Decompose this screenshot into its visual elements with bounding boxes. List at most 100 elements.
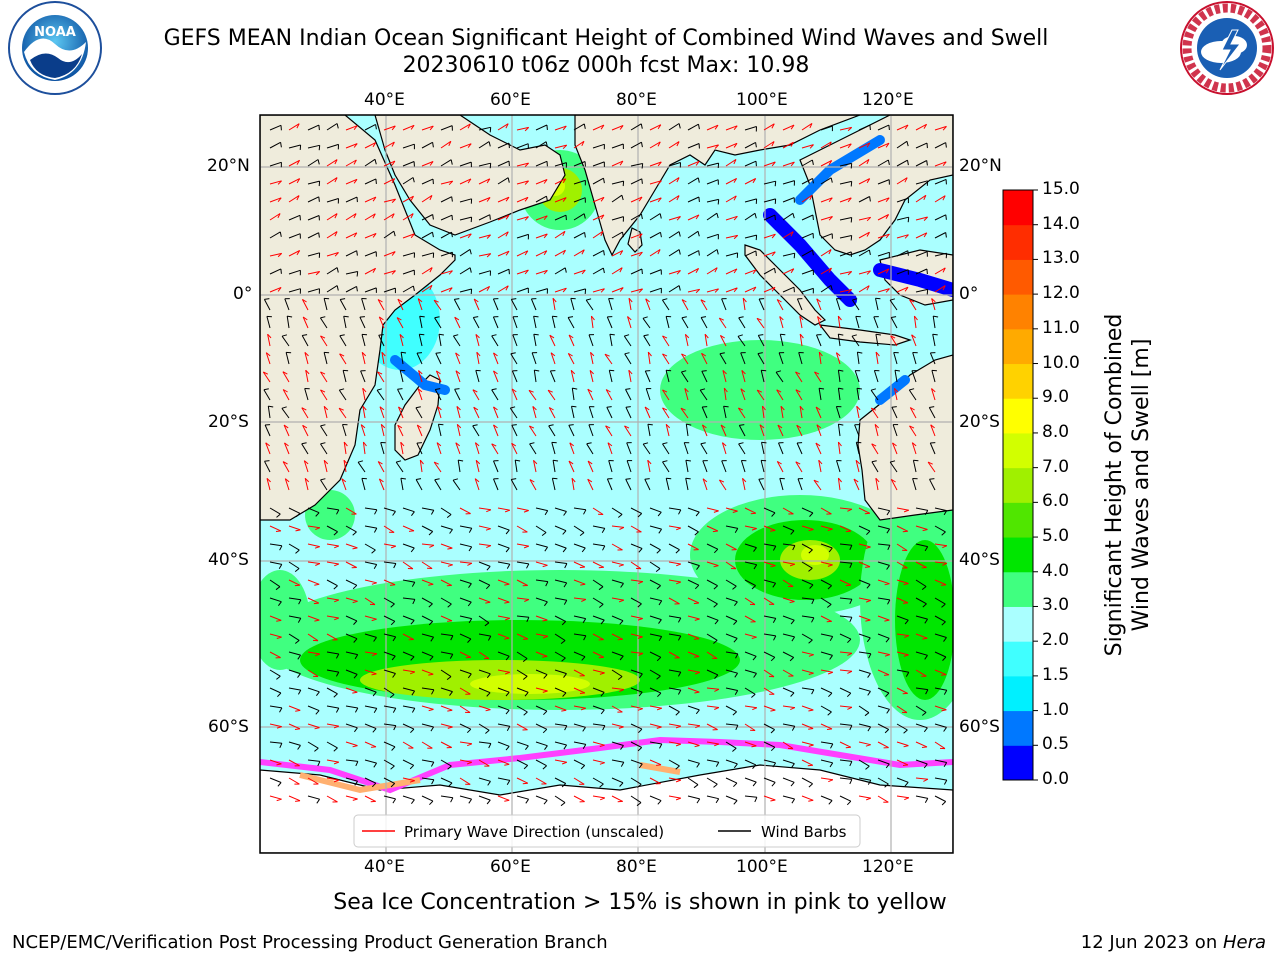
wind-barb-flag: [658, 528, 663, 534]
wind-barb-flag: [827, 711, 832, 716]
wind-barb-flag: [713, 783, 718, 788]
coastal-low-waves: [390, 135, 953, 405]
wind-barb: [858, 579, 871, 585]
wind-barb-flag: [622, 232, 624, 238]
wind-barb: [478, 723, 490, 731]
wave-direction-arrow: [383, 525, 395, 533]
wave-direction-arrow: [649, 124, 662, 131]
wind-barb: [533, 334, 537, 347]
lat-tick-left-20n: 20°N: [207, 156, 250, 176]
wave-arrowhead: [533, 459, 538, 465]
wave-direction-arrow: [269, 795, 282, 800]
wind-barb-flag: [921, 586, 927, 590]
wind-barb-flag: [584, 232, 586, 238]
lon-tick-bottom-120e: 120°E: [862, 857, 914, 877]
wind-barb: [301, 335, 309, 347]
wave-direction-arrow: [782, 561, 795, 565]
wind-barb-flag: [431, 779, 435, 785]
wind-barb: [630, 178, 643, 185]
wave-direction-arrow: [301, 407, 309, 419]
wave-arrowhead: [570, 369, 576, 375]
wave-direction-arrow: [763, 286, 776, 293]
wind-barb-flag: [772, 545, 777, 551]
wave-direction-arrow: [364, 579, 377, 584]
wind-barb: [611, 216, 624, 221]
wind-barb: [649, 633, 662, 637]
wave-direction-arrow: [704, 334, 708, 347]
wave-arrowhead: [722, 442, 727, 447]
wind-barb-flag: [943, 690, 948, 695]
footer-right: 12 Jun 2023 on Hera: [1081, 932, 1266, 953]
wave-direction-arrow: [377, 371, 385, 383]
lat-tick-right-40s: 40°S: [959, 550, 1000, 570]
wave-arrowhead: [391, 213, 395, 219]
wind-barb: [345, 651, 358, 656]
wave-direction-arrow: [516, 579, 528, 586]
wind-barb-flag: [734, 528, 739, 533]
wave-arrowhead: [265, 352, 271, 357]
wind-barb: [668, 669, 681, 673]
wave-arrowhead: [542, 564, 548, 568]
wind-barb: [307, 795, 320, 800]
wind-barb: [269, 507, 281, 515]
wind-barb: [645, 388, 651, 401]
wind-barb: [567, 317, 575, 329]
wind-barb: [345, 759, 358, 762]
wave-direction-arrow: [687, 615, 700, 620]
wind-barb-flag: [624, 334, 630, 337]
wave-arrowhead: [283, 424, 289, 429]
wave-arrowhead: [600, 197, 605, 202]
wind-barb-flag: [713, 585, 718, 590]
wave-arrowhead: [352, 600, 358, 604]
wave-direction-arrow: [913, 316, 917, 329]
wind-barb-flag: [522, 675, 528, 680]
wave-direction-arrow: [554, 249, 566, 257]
wave-direction-arrow: [706, 267, 718, 275]
wind-barb: [364, 759, 377, 764]
wave-arrowhead: [302, 298, 307, 303]
wind-barb-flag: [812, 250, 814, 256]
wind-barb: [668, 705, 680, 713]
wave-direction-arrow: [535, 179, 548, 185]
wave-arrowhead: [733, 178, 738, 183]
wind-barb: [452, 479, 461, 491]
wave-direction-arrow: [820, 777, 833, 781]
wave-arrowhead: [644, 406, 650, 411]
vector-field: [262, 122, 948, 807]
wind-barb-flag: [808, 549, 813, 554]
wind-barb: [611, 194, 623, 203]
wind-barb: [912, 352, 917, 365]
wave-direction-arrow: [877, 214, 889, 221]
wave-direction-arrow: [627, 316, 632, 329]
wave-direction-arrow: [896, 759, 909, 766]
wave-arrowhead: [371, 746, 377, 748]
wind-barb: [383, 741, 396, 748]
wind-barb: [319, 317, 328, 329]
wind-barb-flag: [582, 618, 587, 624]
wave-arrowhead: [391, 251, 396, 256]
wind-barb: [459, 525, 472, 529]
wind-barb-flag: [561, 657, 566, 662]
wind-barb-flag: [907, 250, 909, 256]
wind-barb: [763, 615, 776, 619]
wave-direction-arrow: [893, 388, 898, 401]
wind-barb: [706, 597, 718, 605]
wind-barb-flag: [866, 530, 871, 536]
wave-direction-arrow: [402, 777, 415, 782]
wave-arrowhead: [875, 477, 880, 483]
wind-barb: [592, 777, 604, 785]
wave-arrowhead: [809, 195, 813, 201]
wind-barb: [782, 759, 795, 765]
wave-arrowhead: [931, 388, 936, 393]
wave-arrowhead: [529, 425, 535, 429]
wave-arrowhead: [796, 424, 802, 429]
wind-barb-flag: [811, 159, 814, 165]
wind-barb-flag: [391, 746, 396, 751]
wind-barb: [535, 795, 548, 801]
wave-direction-arrow: [364, 267, 376, 275]
wave-arrowhead: [491, 443, 497, 447]
wind-barb: [630, 123, 642, 131]
wave-arrowhead: [343, 441, 348, 447]
wind-barb: [551, 478, 556, 491]
wind-barb: [665, 370, 670, 383]
